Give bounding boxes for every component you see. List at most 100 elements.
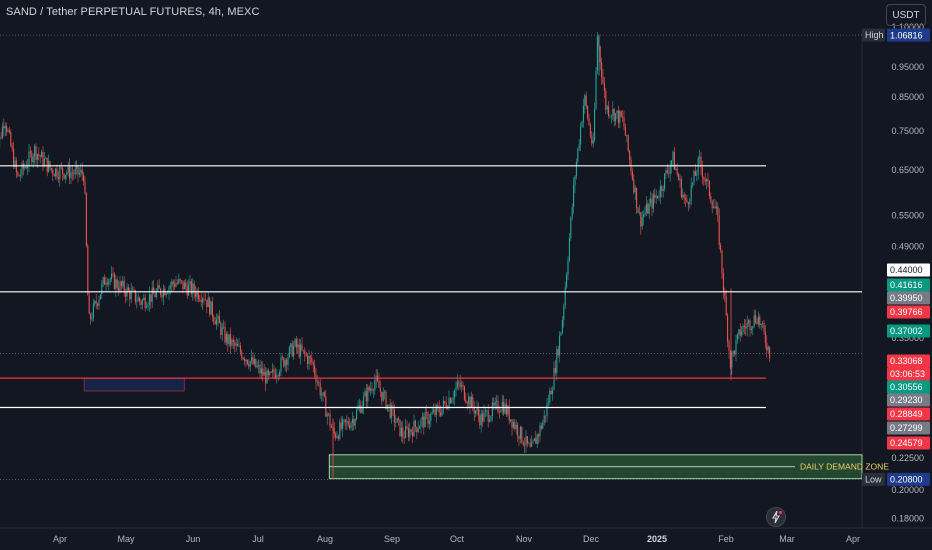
- candle: [501, 394, 503, 415]
- candle: [113, 272, 115, 290]
- candle-body: [244, 358, 246, 362]
- candle-body: [218, 315, 220, 324]
- candle: [578, 139, 580, 152]
- candle: [616, 110, 618, 120]
- candle: [18, 174, 20, 177]
- candle-body: [360, 405, 362, 413]
- x-tick-label: Nov: [516, 534, 533, 544]
- candle-body: [484, 410, 486, 413]
- candle: [466, 400, 468, 411]
- candle-body: [172, 281, 174, 285]
- candle: [326, 411, 328, 425]
- candle-body: [203, 298, 205, 300]
- candle-body: [438, 406, 440, 413]
- candle: [640, 211, 642, 235]
- price-tag-bg: [887, 421, 930, 435]
- candle: [729, 350, 731, 369]
- candle: [305, 351, 307, 357]
- candle-body: [616, 110, 618, 114]
- demand-zone-label: DAILY DEMAND ZONE: [800, 462, 889, 472]
- candle-body: [29, 151, 31, 153]
- candle-body: [720, 245, 722, 251]
- candle: [210, 301, 212, 315]
- candle-body: [251, 357, 253, 362]
- candle-body: [78, 172, 80, 175]
- candle-body: [437, 405, 439, 407]
- candle-body: [486, 410, 488, 412]
- low-label: Low: [865, 474, 882, 484]
- candle-body: [559, 335, 561, 356]
- candle-body: [34, 146, 36, 157]
- candle: [176, 279, 178, 285]
- candle-body: [340, 422, 342, 430]
- candle-body: [318, 381, 320, 384]
- candle: [164, 285, 166, 296]
- candle: [532, 439, 534, 444]
- candle: [179, 278, 181, 285]
- price-tag: 0.44000: [890, 265, 923, 275]
- candle: [242, 357, 244, 361]
- candle: [568, 233, 570, 263]
- x-tick-label: Apr: [846, 534, 860, 544]
- candle: [314, 359, 316, 379]
- candle-body: [190, 281, 192, 294]
- price-tag-bg: [887, 393, 930, 407]
- candle: [118, 280, 120, 296]
- candle: [417, 421, 419, 434]
- x-tick-label: Jul: [252, 534, 264, 544]
- candle-body: [64, 174, 66, 179]
- candle: [594, 102, 596, 143]
- candle: [543, 409, 545, 426]
- candle: [108, 278, 110, 291]
- candle-body: [706, 179, 708, 182]
- candle-body: [480, 413, 482, 426]
- candle: [206, 299, 208, 314]
- candle: [307, 353, 309, 370]
- candle: [169, 281, 171, 295]
- candle: [241, 349, 243, 361]
- candle-body: [379, 388, 381, 392]
- candle-body: [547, 402, 549, 404]
- candle: [256, 360, 258, 369]
- candle-body: [104, 277, 106, 285]
- candle: [46, 157, 48, 177]
- tradingview-bolt-icon[interactable]: [766, 507, 786, 527]
- candle-body: [449, 398, 451, 404]
- price-tag: 0.24579: [890, 438, 923, 448]
- candle: [692, 182, 694, 189]
- candle: [97, 302, 99, 310]
- candle: [473, 400, 475, 422]
- candle: [76, 160, 78, 176]
- currency-button[interactable]: USDT: [886, 4, 926, 26]
- candle: [545, 415, 547, 424]
- candle-body: [59, 167, 61, 179]
- candle: [189, 274, 191, 293]
- candle-body: [525, 436, 527, 446]
- candle: [493, 397, 495, 411]
- candle: [248, 359, 250, 370]
- candle-body: [563, 305, 565, 321]
- candle: [13, 141, 15, 169]
- candle: [322, 391, 324, 402]
- candle: [290, 342, 292, 354]
- candle-body: [550, 390, 552, 395]
- candle: [246, 359, 248, 366]
- candle-body: [349, 425, 351, 429]
- price-tag: 0.41616: [890, 280, 923, 290]
- price-tag: 0.30556: [890, 382, 923, 392]
- candle: [323, 390, 325, 398]
- candle-body: [4, 125, 6, 129]
- candle: [312, 360, 314, 373]
- candle-body: [581, 121, 583, 127]
- candle-body: [651, 198, 653, 209]
- candle-body: [286, 360, 288, 365]
- candle-body: [21, 163, 23, 175]
- candle-body: [141, 299, 143, 305]
- candle-body: [689, 200, 691, 205]
- candle: [519, 425, 521, 444]
- candle-body: [134, 290, 136, 302]
- candle: [90, 312, 92, 325]
- candle-body: [521, 426, 523, 442]
- candle-body: [564, 287, 566, 306]
